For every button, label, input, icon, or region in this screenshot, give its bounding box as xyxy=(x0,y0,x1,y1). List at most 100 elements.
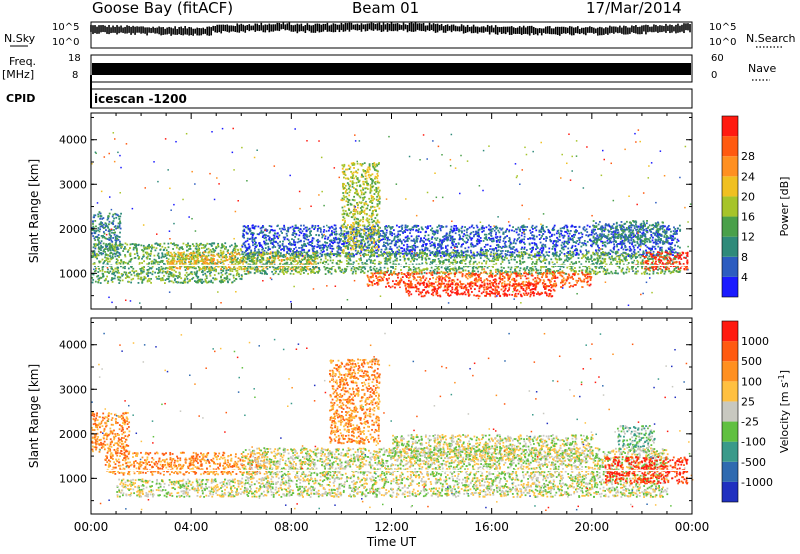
echo-cell xyxy=(562,248,565,251)
beam-label: Beam 01 xyxy=(352,0,420,17)
echo-cell xyxy=(353,237,356,239)
echo-cell xyxy=(97,274,100,277)
echo-cell xyxy=(581,233,584,236)
echo-cell xyxy=(140,267,143,270)
echo-cell xyxy=(486,272,489,275)
echo-cell xyxy=(221,256,224,259)
echo-cell xyxy=(393,233,396,235)
echo-cell xyxy=(592,224,595,227)
echo-cell xyxy=(170,242,172,245)
echo-cell xyxy=(149,267,151,269)
echo-cell xyxy=(269,242,272,245)
echo-cell xyxy=(429,252,432,254)
echo-cell xyxy=(672,233,675,235)
echo-cell xyxy=(662,241,664,244)
echo-cell xyxy=(452,238,455,241)
echo-cell xyxy=(330,239,333,242)
echo-cell xyxy=(582,254,585,256)
echo-cell xyxy=(566,232,569,235)
echo-cell xyxy=(179,259,182,262)
echo-cell xyxy=(406,226,408,229)
echo-cell xyxy=(101,218,104,220)
echo-cell xyxy=(473,270,476,273)
echo-cell xyxy=(512,246,515,249)
echo-cell xyxy=(174,265,177,268)
echo-cell xyxy=(632,250,635,253)
echo-cell xyxy=(268,236,271,239)
echo-cell xyxy=(508,244,511,247)
echo-cell xyxy=(99,217,102,220)
echo-cell xyxy=(112,232,115,234)
echo-cell xyxy=(116,227,119,229)
echo-cell xyxy=(297,227,300,230)
echo-cell xyxy=(231,263,234,266)
echo-cell xyxy=(636,246,639,249)
echo-cell xyxy=(572,241,575,244)
echo-cell xyxy=(297,238,300,240)
echo-cell xyxy=(545,226,548,228)
echo-cell xyxy=(531,242,534,245)
echo-cell xyxy=(231,270,234,273)
echo-cell xyxy=(569,252,571,255)
echo-cell xyxy=(142,249,145,252)
echo-cell xyxy=(585,228,588,231)
echo-cell xyxy=(276,242,279,245)
echo-cell xyxy=(253,240,256,243)
echo-cell xyxy=(592,251,594,254)
echo-cell xyxy=(244,267,247,270)
echo-cell xyxy=(310,234,312,237)
echo-cell xyxy=(229,253,231,256)
echo-cell xyxy=(99,222,102,225)
echo-cell xyxy=(670,249,673,252)
echo-cell xyxy=(481,268,484,271)
echo-cell xyxy=(480,247,483,250)
echo-cell xyxy=(313,255,316,258)
echo-cell xyxy=(410,235,413,238)
echo-cell xyxy=(268,258,271,261)
echo-cell xyxy=(189,245,192,247)
echo-cell xyxy=(168,254,171,257)
echo-cell xyxy=(262,268,265,271)
echo-cell xyxy=(573,249,576,252)
echo-cell xyxy=(110,245,113,248)
echo-cell xyxy=(532,228,534,230)
echo-cell xyxy=(561,265,564,267)
echo-cell xyxy=(497,239,500,242)
echo-cell xyxy=(115,216,118,219)
echo-cell xyxy=(319,228,322,231)
echo-cell xyxy=(282,236,285,239)
echo-cell xyxy=(585,250,588,253)
echo-cell xyxy=(273,251,276,254)
echo-cell xyxy=(227,252,230,254)
echo-cell xyxy=(262,251,265,253)
echo-cell xyxy=(248,246,251,249)
echo-cell xyxy=(119,222,122,225)
echo-cell xyxy=(431,241,433,244)
echo-cell xyxy=(321,246,324,249)
echo-cell xyxy=(503,271,506,274)
echo-cell xyxy=(458,267,460,270)
echo-cell xyxy=(289,243,292,246)
nsky-label: N.Sky xyxy=(4,32,36,45)
echo-cell xyxy=(107,230,110,233)
echo-cell xyxy=(578,226,581,229)
echo-cell xyxy=(97,239,100,242)
echo-cell xyxy=(177,256,180,259)
echo-cell xyxy=(313,260,316,262)
echo-cell xyxy=(245,253,248,256)
echo-cell xyxy=(411,245,414,247)
echo-cell xyxy=(341,243,343,246)
echo-cell xyxy=(289,241,291,244)
echo-cell xyxy=(382,245,385,248)
echo-cell xyxy=(198,269,201,272)
echo-cell xyxy=(185,253,188,256)
echo-cell xyxy=(181,282,184,284)
echo-cell xyxy=(148,280,151,282)
echo-cell xyxy=(140,269,142,272)
echo-cell xyxy=(481,227,483,230)
echo-cell xyxy=(475,254,478,257)
echo-cell xyxy=(519,261,522,263)
echo-cell xyxy=(348,254,351,257)
echo-cell xyxy=(671,246,673,249)
echo-cell xyxy=(151,265,154,268)
